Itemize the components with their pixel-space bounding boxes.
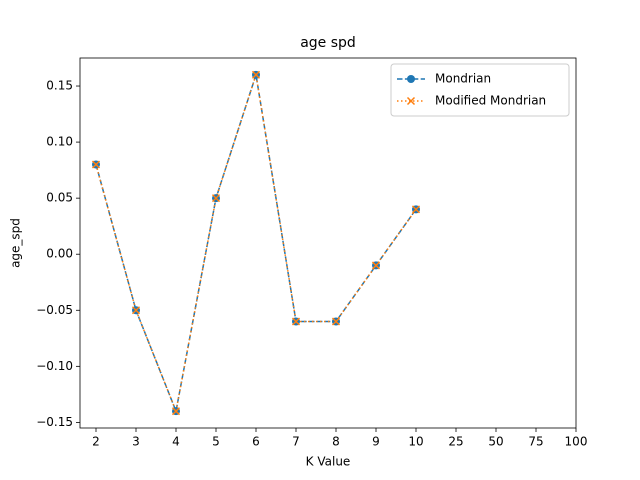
x-tick-label: 4: [172, 435, 180, 449]
x-tick-label: 5: [212, 435, 220, 449]
x-tick-label: 100: [565, 435, 588, 449]
x-tick-label: 10: [408, 435, 423, 449]
x-tick-label: 75: [528, 435, 543, 449]
y-tick-label: −0.05: [36, 303, 73, 317]
legend-marker: [407, 75, 415, 83]
marker: [291, 317, 301, 326]
x-tick-label: 50: [488, 435, 503, 449]
y-tick-label: −0.15: [36, 415, 73, 429]
legend-box: [390, 63, 570, 117]
legend-label: Mondrian: [435, 72, 491, 86]
x-tick-label: 7: [292, 435, 300, 449]
y-tick-label: 0.10: [46, 135, 73, 149]
marker: [131, 306, 141, 315]
x-tick-label: 3: [132, 435, 140, 449]
y-tick-label: 0.05: [46, 191, 73, 205]
marker: [411, 205, 421, 214]
y-tick-label: 0.00: [46, 247, 73, 261]
x-tick-label: 8: [332, 435, 340, 449]
chart-title: age spd: [300, 35, 356, 51]
plot-frame: [79, 57, 577, 429]
marker: [91, 160, 101, 169]
marker: [251, 70, 261, 79]
y-axis-label: age_spd: [9, 218, 23, 268]
x-tick-label: 9: [372, 435, 380, 449]
y-tick-label: −0.10: [36, 359, 73, 373]
marker: [331, 317, 341, 326]
x-axis-label: K Value: [306, 455, 351, 469]
x-tick-label: 6: [252, 435, 260, 449]
marker: [371, 261, 381, 270]
y-tick-label: 0.15: [46, 79, 73, 93]
legend-marker: [406, 96, 416, 106]
legend-label: Modified Mondrian: [435, 94, 546, 108]
marker: [211, 194, 221, 203]
series-line: [95, 74, 417, 414]
x-tick-label: 25: [448, 435, 463, 449]
x-tick-label: 2: [92, 435, 100, 449]
marker: [171, 407, 181, 416]
